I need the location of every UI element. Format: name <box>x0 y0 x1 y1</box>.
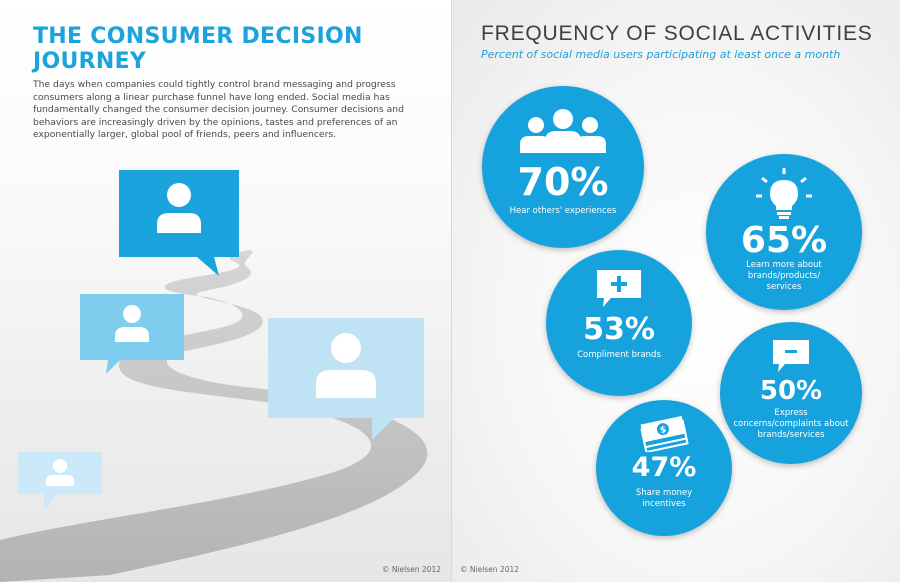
right-page: FREQUENCY OF SOCIAL ACTIVITIES Percent o… <box>452 0 900 582</box>
money-bills-icon: $ <box>640 416 689 452</box>
left-title: THE CONSUMER DECISION JOURNEY <box>33 24 363 74</box>
activity-label: Share money incentives <box>635 488 693 509</box>
activity-circle-compliment-brands: 53% Compliment brands <box>546 250 692 396</box>
activity-value: 70% <box>517 160 609 204</box>
right-subtitle: Percent of social media users participat… <box>481 48 841 61</box>
user-speech-bubble-top <box>119 170 241 278</box>
left-page: THE CONSUMER DECISION JOURNEY The days w… <box>0 0 452 582</box>
left-body-text: The days when companies could tightly co… <box>33 79 404 140</box>
activity-circle-share-money: $ 47% Share money incentives <box>596 400 732 536</box>
people-group-icon <box>520 109 606 153</box>
right-credit: © Nielsen 2012 <box>460 565 520 574</box>
svg-text:$: $ <box>659 425 667 436</box>
activity-circle-learn-more: 65% Learn more about brands/products/ se… <box>706 154 862 310</box>
winding-road <box>0 250 428 582</box>
activity-label: Compliment brands <box>577 350 661 360</box>
activity-value: 47% <box>631 452 697 483</box>
activity-label: Hear others' experiences <box>509 206 617 216</box>
plus-speech-bubble-icon <box>597 270 641 307</box>
activity-label: Learn more about brands/products/ servic… <box>746 260 822 292</box>
activity-value: 65% <box>740 220 828 261</box>
activity-circle-express-concerns: 50% Express concerns/complaints about br… <box>720 322 862 464</box>
activity-value: 50% <box>759 376 823 406</box>
user-speech-bubble-middle <box>80 294 186 376</box>
activity-circle-hear-experiences: 70% Hear others' experiences <box>482 86 644 248</box>
activity-value: 53% <box>583 312 655 347</box>
right-title: FREQUENCY OF SOCIAL ACTIVITIES <box>481 22 873 45</box>
left-credit: © Nielsen 2012 <box>381 565 441 574</box>
user-speech-bubble-bottom <box>18 452 104 514</box>
lightbulb-icon <box>756 168 812 219</box>
minus-speech-bubble-icon <box>773 340 809 372</box>
activity-label: Express concerns/complaints about brands… <box>733 408 849 440</box>
user-speech-bubble-large <box>268 318 426 442</box>
